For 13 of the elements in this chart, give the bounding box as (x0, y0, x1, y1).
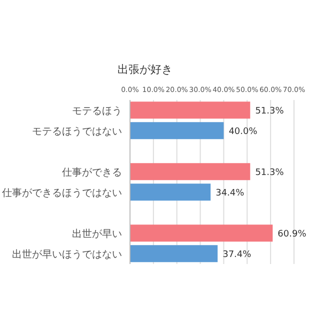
y-tick-label: モテるほう (72, 106, 122, 117)
y-tick-label: 仕事ができるほうではない (2, 186, 122, 199)
data-label: 51.3% (255, 106, 284, 116)
data-label: 40.0% (228, 126, 258, 137)
data-label: 51.3% (255, 168, 284, 178)
y-tick-label: 出世が早いほうではない (12, 248, 122, 260)
data-label: 34.4% (216, 188, 245, 198)
y-tick-label: 出世が早い (72, 228, 122, 240)
data-label: 37.4% (222, 250, 252, 260)
data-label: 60.9% (278, 229, 307, 240)
y-tick-label: 仕事ができる (62, 166, 122, 178)
chart-title: 出張が好き (116, 62, 174, 78)
y-tick-label: モテるほうではない (32, 126, 122, 138)
